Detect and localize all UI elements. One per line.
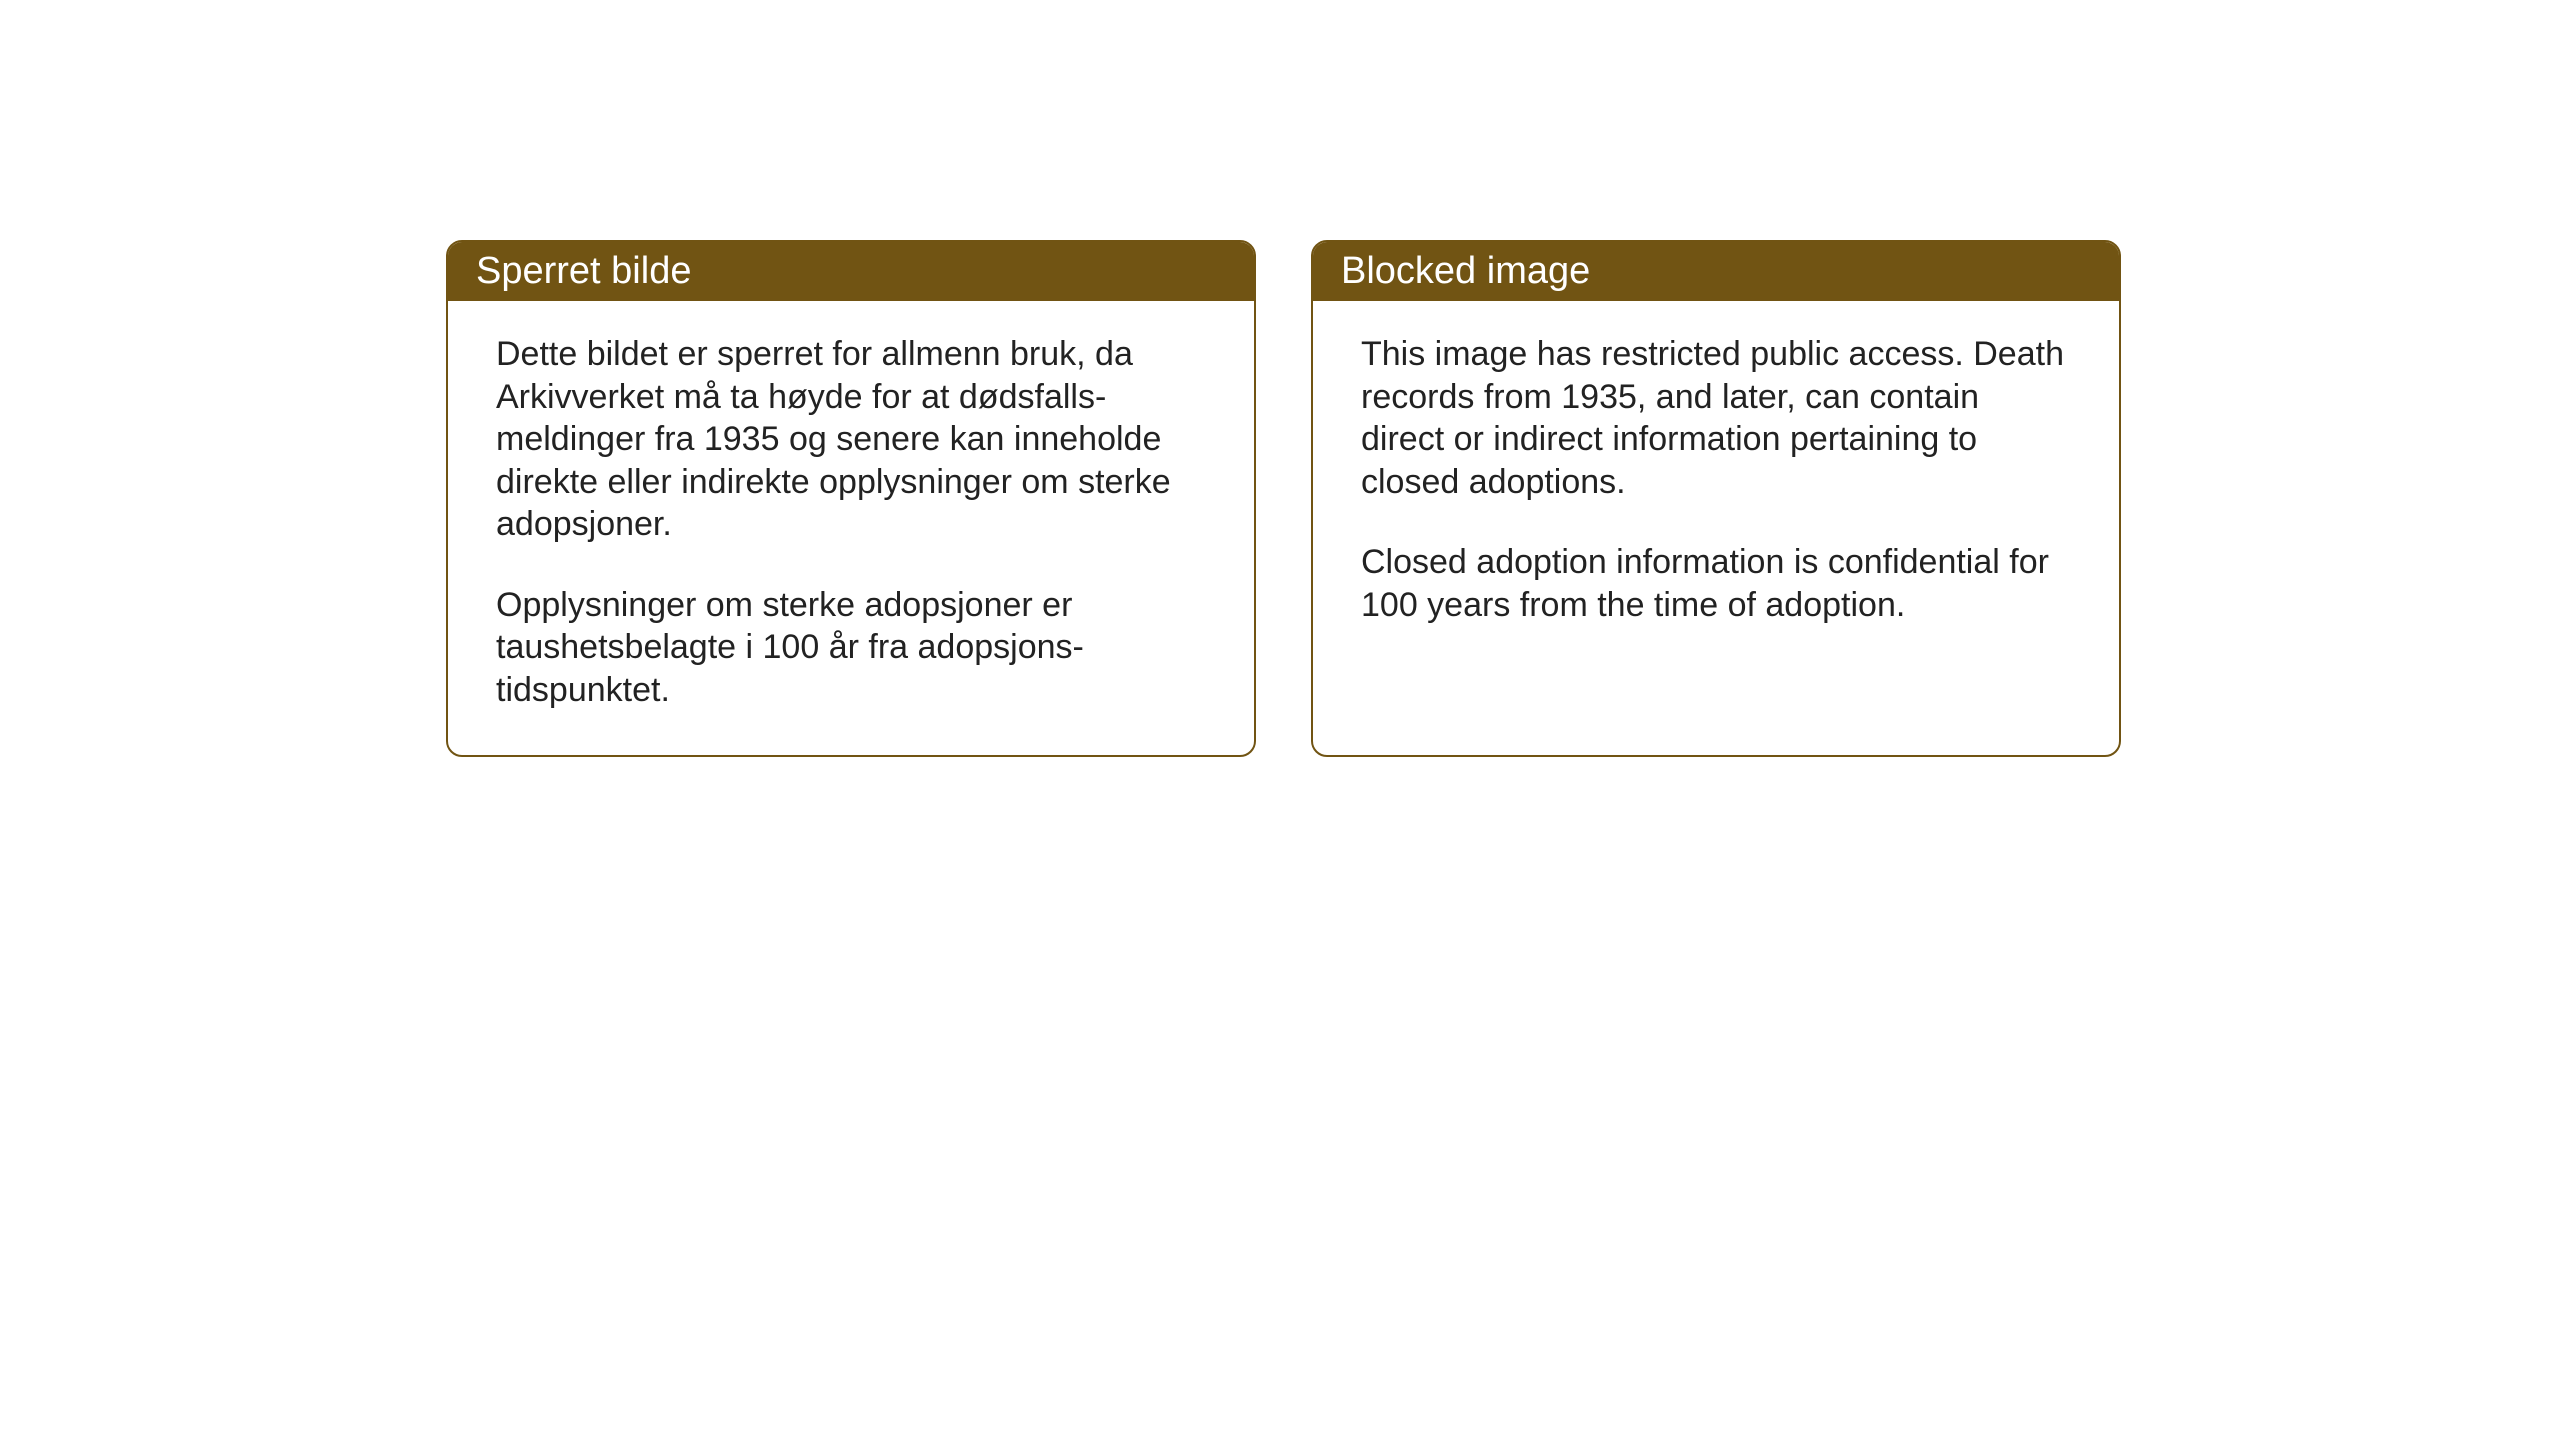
english-notice-card: Blocked image This image has restricted … [1311, 240, 2121, 757]
english-paragraph-1: This image has restricted public access.… [1361, 333, 2071, 503]
english-card-title: Blocked image [1313, 242, 2119, 301]
norwegian-card-title: Sperret bilde [448, 242, 1254, 301]
norwegian-paragraph-1: Dette bildet er sperret for allmenn bruk… [496, 333, 1206, 546]
english-paragraph-2: Closed adoption information is confident… [1361, 541, 2071, 626]
english-card-body: This image has restricted public access.… [1313, 301, 2119, 670]
norwegian-card-body: Dette bildet er sperret for allmenn bruk… [448, 301, 1254, 755]
norwegian-notice-card: Sperret bilde Dette bildet er sperret fo… [446, 240, 1256, 757]
notice-container: Sperret bilde Dette bildet er sperret fo… [446, 240, 2121, 757]
norwegian-paragraph-2: Opplysninger om sterke adopsjoner er tau… [496, 584, 1206, 712]
